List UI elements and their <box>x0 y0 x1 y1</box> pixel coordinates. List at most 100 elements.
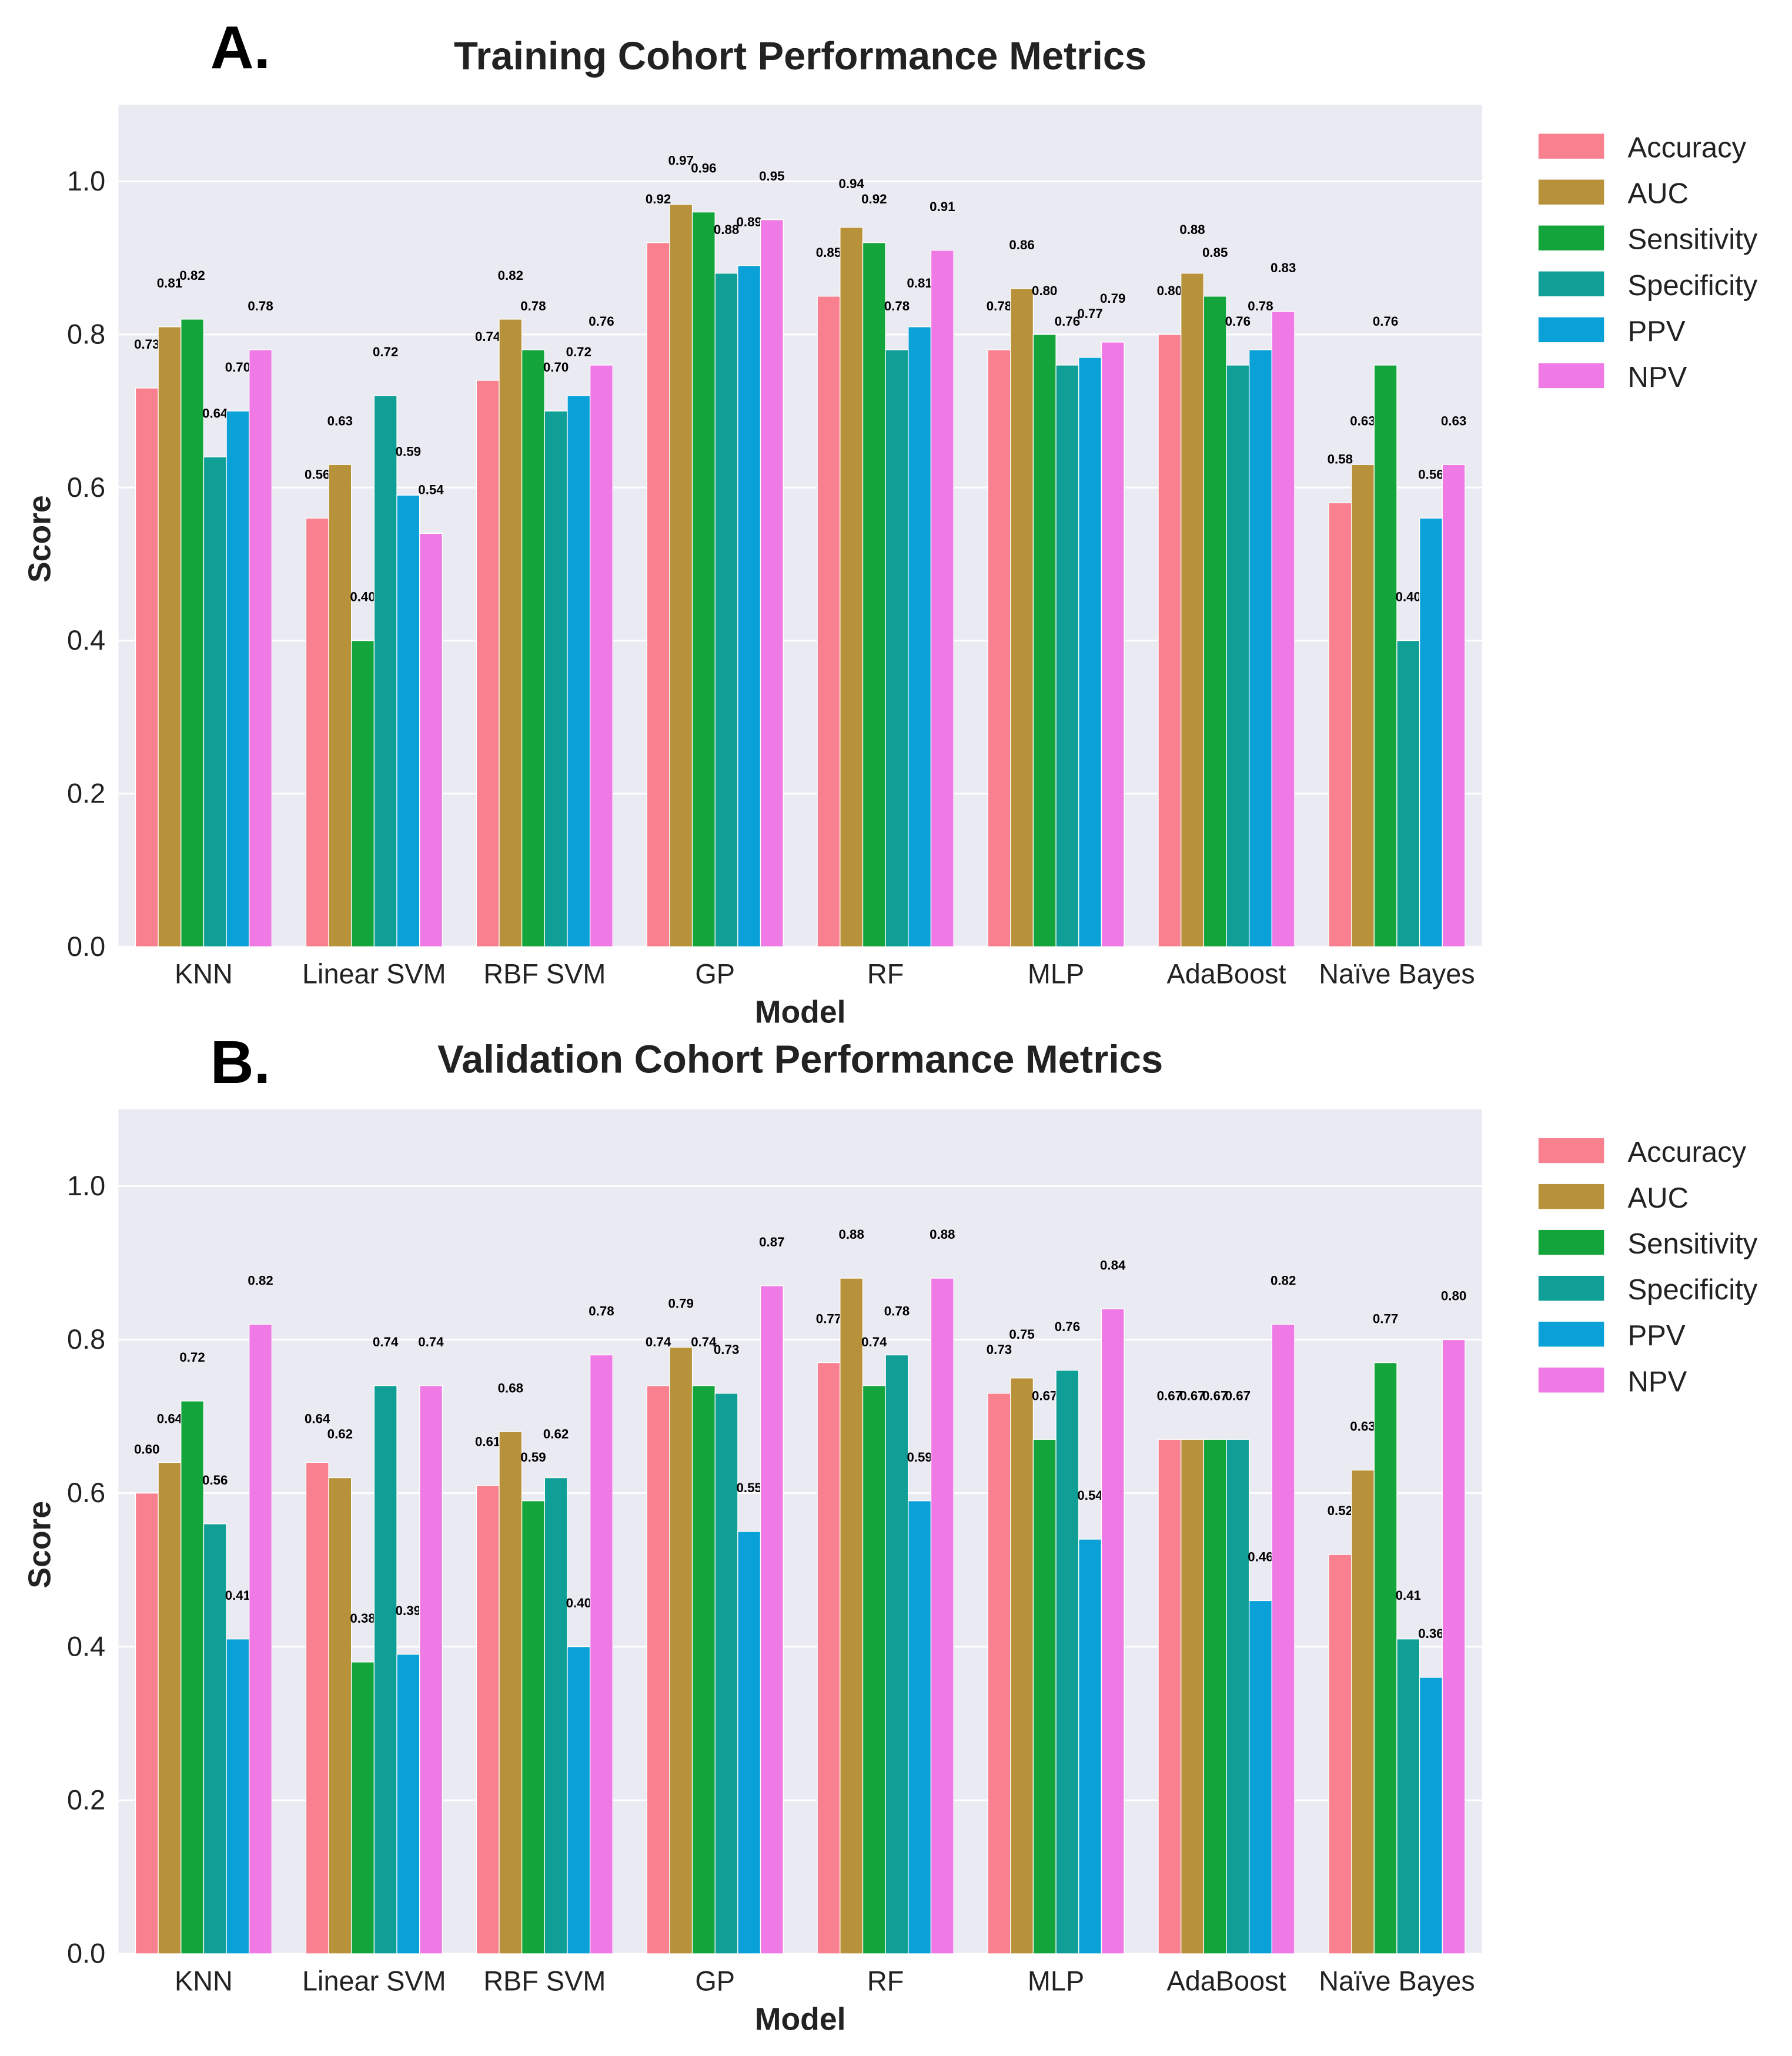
bar-sensitivity <box>351 1661 375 1954</box>
bar-auc <box>1350 1469 1375 1954</box>
bar-auc <box>840 1278 864 1954</box>
bar-value-label: 0.59 <box>396 444 421 459</box>
bar-ppv <box>396 494 420 947</box>
bar-value-label: 0.62 <box>543 1427 569 1442</box>
bar-npv <box>419 1385 443 1954</box>
x-tick-label: Naïve Bayes <box>1319 1965 1475 1996</box>
bar-accuracy <box>646 1385 670 1954</box>
bar-value-label: 0.70 <box>543 360 569 375</box>
x-tick-label: GP <box>695 1965 735 1996</box>
y-tick-label: 0.8 <box>67 319 105 350</box>
bar-auc <box>669 1346 693 1954</box>
bar-sensitivity <box>1032 334 1057 947</box>
bar-value-label: 0.67 <box>1179 1388 1205 1403</box>
bar-auc <box>499 1431 523 1954</box>
x-tick-label: AdaBoost <box>1166 1965 1286 1996</box>
legend: Accuracy AUC Sensitivity Specificity PPV NPV <box>1538 1136 1758 1398</box>
bar-auc <box>158 326 182 947</box>
bar-value-label: 0.95 <box>759 169 784 183</box>
bar-value-label: 0.94 <box>838 176 864 191</box>
legend-label: Accuracy <box>1627 132 1746 164</box>
bar-ppv <box>737 1531 761 1954</box>
x-tick-label: RBF SVM <box>483 1965 606 1996</box>
bar-accuracy <box>1158 334 1182 947</box>
bar-accuracy <box>987 1393 1011 1954</box>
bar-value-label: 0.41 <box>225 1588 250 1603</box>
x-tick-label: MLP <box>1028 959 1084 989</box>
bar-value-label: 0.74 <box>418 1335 444 1349</box>
bar-value-label: 0.80 <box>1032 283 1057 298</box>
bar-npv <box>930 1278 954 1954</box>
y-tick-label: 1.0 <box>67 166 105 196</box>
bar-sensitivity <box>180 1400 205 1954</box>
bar-value-label: 0.55 <box>737 1480 762 1495</box>
bar-specificity <box>885 349 909 947</box>
bar-sensitivity <box>521 349 545 947</box>
x-tick-label: Naïve Bayes <box>1319 959 1475 989</box>
bar-value-label: 0.97 <box>668 153 694 168</box>
bar-value-label: 0.59 <box>520 1450 546 1465</box>
bar-value-label: 0.63 <box>327 413 353 428</box>
bar-auc <box>499 319 523 947</box>
bar-accuracy <box>476 1485 500 1954</box>
legend-swatch <box>1538 271 1604 297</box>
bar-npv <box>1442 1339 1466 1954</box>
bar-value-label: 0.74 <box>646 1335 671 1349</box>
bar-npv <box>249 1323 273 1954</box>
bar-value-label: 0.72 <box>373 345 398 359</box>
bar-sensitivity <box>1203 296 1227 947</box>
bar-value-label: 0.64 <box>157 1411 183 1426</box>
bar-value-label: 0.63 <box>1350 1419 1375 1434</box>
bar-value-label: 0.88 <box>1179 222 1205 237</box>
bar-accuracy <box>646 242 670 947</box>
bar-accuracy <box>135 387 159 947</box>
legend-swatch <box>1538 1138 1604 1164</box>
bar-value-label: 0.54 <box>418 482 444 497</box>
bar-value-label: 0.79 <box>1100 291 1125 306</box>
x-tick-label: GP <box>695 959 735 989</box>
bar-value-label: 0.56 <box>1418 467 1443 482</box>
legend-swatch <box>1538 363 1604 389</box>
bar-value-label: 0.58 <box>1328 452 1353 466</box>
bar-value-label: 0.92 <box>646 192 671 206</box>
bar-sensitivity <box>862 1385 886 1954</box>
bar-value-label: 0.84 <box>1100 1258 1126 1272</box>
bar-value-label: 0.56 <box>305 467 330 482</box>
bar-value-label: 0.74 <box>373 1335 399 1349</box>
bar-value-label: 0.63 <box>1441 413 1466 428</box>
bar-sensitivity <box>691 211 716 947</box>
bar-value-label: 0.92 <box>861 192 887 206</box>
bar-npv <box>589 1354 613 1954</box>
legend-swatch <box>1538 1322 1604 1347</box>
bar-value-label: 0.79 <box>668 1296 694 1311</box>
x-axis-label: Model <box>755 995 846 1030</box>
panel-label: A. <box>210 14 271 81</box>
legend-label: PPV <box>1627 1320 1685 1352</box>
bar-ppv <box>226 410 250 947</box>
bar-value-label: 0.40 <box>350 590 375 604</box>
panel-label: B. <box>210 1028 271 1096</box>
chart-title: Training Cohort Performance Metrics <box>454 34 1146 78</box>
bar-ppv <box>396 1654 420 1954</box>
bar-specificity <box>885 1354 909 1954</box>
bar-specificity <box>714 1393 738 1954</box>
bar-ppv <box>908 1500 932 1954</box>
legend-swatch <box>1538 179 1604 205</box>
y-tick-label: 1.0 <box>67 1171 105 1201</box>
bar-accuracy <box>305 1462 329 1954</box>
bar-accuracy <box>817 1362 841 1954</box>
bar-specificity <box>544 1477 568 1954</box>
bar-value-label: 0.72 <box>566 345 591 359</box>
x-tick-label: Linear SVM <box>302 1965 446 1996</box>
bar-value-label: 0.63 <box>1350 413 1375 428</box>
bar-ppv <box>1249 1600 1273 1954</box>
bar-value-label: 0.64 <box>305 1411 330 1426</box>
bar-ppv <box>1078 357 1102 947</box>
bar-value-label: 0.73 <box>134 337 159 352</box>
bar-value-label: 0.68 <box>498 1380 523 1395</box>
legend-swatch <box>1538 1368 1604 1393</box>
bar-npv <box>760 219 784 947</box>
bar-value-label: 0.82 <box>179 268 205 283</box>
bar-value-label: 0.78 <box>884 1304 910 1319</box>
